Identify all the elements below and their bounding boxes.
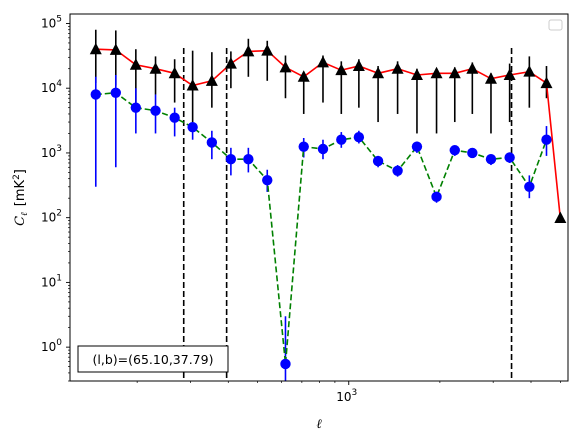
y-tick-base: 10 — [41, 16, 56, 30]
marker-circle-21 — [485, 154, 497, 165]
y-label-unit-sup: 2 — [12, 174, 22, 180]
y-tick-exp: 1 — [56, 273, 62, 283]
marker-circle-11 — [298, 141, 309, 152]
marker-circle-24 — [541, 134, 552, 145]
marker-triangle-12 — [316, 55, 329, 68]
marker-triangle-3 — [149, 62, 162, 74]
y-tick-label-3: 103 — [41, 144, 62, 160]
marker-triangle-2 — [129, 58, 142, 70]
marker-circle-8 — [243, 154, 254, 165]
x-tick-label-0: 103 — [336, 388, 357, 404]
y-tick-base: 10 — [41, 211, 56, 225]
marker-circle-6 — [206, 137, 218, 148]
plot-area — [70, 14, 568, 381]
marker-triangle-23 — [523, 65, 536, 77]
marker-circle-20 — [467, 147, 478, 159]
y-tick-label-4: 104 — [41, 79, 62, 95]
marker-triangle-20 — [466, 62, 479, 74]
marker-triangle-19 — [448, 66, 461, 79]
marker-triangle-14 — [352, 59, 365, 72]
marker-triangle-13 — [335, 63, 348, 76]
marker-circle-23 — [524, 181, 535, 192]
x-tick-exp: 3 — [352, 388, 358, 398]
marker-triangle-17 — [410, 68, 423, 80]
marker-circle-19 — [449, 145, 460, 156]
y-tick-base: 10 — [41, 275, 56, 289]
axes-frame — [69, 13, 569, 382]
marker-triangle-24 — [540, 76, 553, 89]
marker-circle-18 — [431, 191, 442, 203]
y-tick-exp: 0 — [56, 338, 62, 348]
y-tick-label-5: 105 — [41, 14, 62, 30]
marker-circle-13 — [336, 134, 347, 145]
marker-circle-3 — [150, 105, 161, 116]
y-tick-exp: 3 — [56, 144, 62, 154]
y-tick-exp: 4 — [56, 79, 62, 89]
y-label-subscript: ℓ — [20, 212, 30, 216]
legend-box — [548, 19, 563, 31]
y-tick-exp: 5 — [56, 14, 62, 24]
marker-circle-0 — [90, 89, 101, 100]
y-tick-base: 10 — [41, 81, 56, 95]
marker-circle-1 — [110, 87, 121, 98]
marker-circle-12 — [317, 143, 329, 155]
marker-circle-9 — [262, 174, 273, 186]
x-tick-base: 10 — [336, 390, 351, 404]
marker-triangle-16 — [391, 62, 404, 74]
y-label-unit: [mK — [13, 179, 28, 206]
marker-circle-7 — [225, 154, 237, 165]
marker-circle-22 — [504, 152, 515, 163]
marker-triangle-4 — [168, 66, 181, 79]
marker-triangle-21 — [484, 72, 497, 84]
y-axis-label: Cℓ [mK2] — [12, 169, 30, 226]
marker-triangle-15 — [372, 66, 385, 79]
plot-data — [89, 29, 567, 381]
marker-triangle-11 — [297, 70, 310, 82]
y-tick-label-2: 102 — [41, 209, 62, 225]
y-tick-exp: 2 — [56, 209, 62, 219]
marker-triangle-10 — [279, 60, 292, 73]
marker-circle-10 — [280, 358, 291, 370]
marker-triangle-0 — [89, 42, 102, 55]
marker-circle-4 — [169, 112, 180, 123]
marker-circle-5 — [187, 121, 198, 133]
y-tick-base: 10 — [41, 340, 56, 354]
x-axis-label: ℓ — [316, 417, 322, 432]
y-tick-base: 10 — [41, 146, 56, 160]
annotation-text: (l,b)=(65.10,37.79) — [93, 352, 214, 367]
marker-circle-16 — [392, 165, 403, 176]
y-label-symbol: C — [13, 216, 28, 226]
annotation-box — [77, 345, 229, 373]
marker-triangle-22 — [503, 68, 516, 80]
y-tick-label-0: 100 — [41, 338, 62, 354]
marker-triangle-25 — [554, 211, 567, 223]
marker-triangle-9 — [261, 44, 274, 56]
y-label-unit-close: ] — [13, 169, 28, 174]
marker-triangle-7 — [224, 57, 237, 69]
marker-circle-2 — [130, 102, 142, 113]
marker-triangle-8 — [242, 44, 255, 57]
marker-circle-14 — [353, 132, 365, 143]
marker-triangle-18 — [430, 66, 443, 79]
marker-triangle-6 — [205, 74, 218, 86]
marker-circle-17 — [411, 141, 423, 152]
y-tick-label-1: 101 — [41, 273, 62, 289]
marker-triangle-1 — [109, 43, 122, 55]
marker-triangle-5 — [186, 79, 199, 91]
marker-circle-15 — [372, 155, 384, 167]
